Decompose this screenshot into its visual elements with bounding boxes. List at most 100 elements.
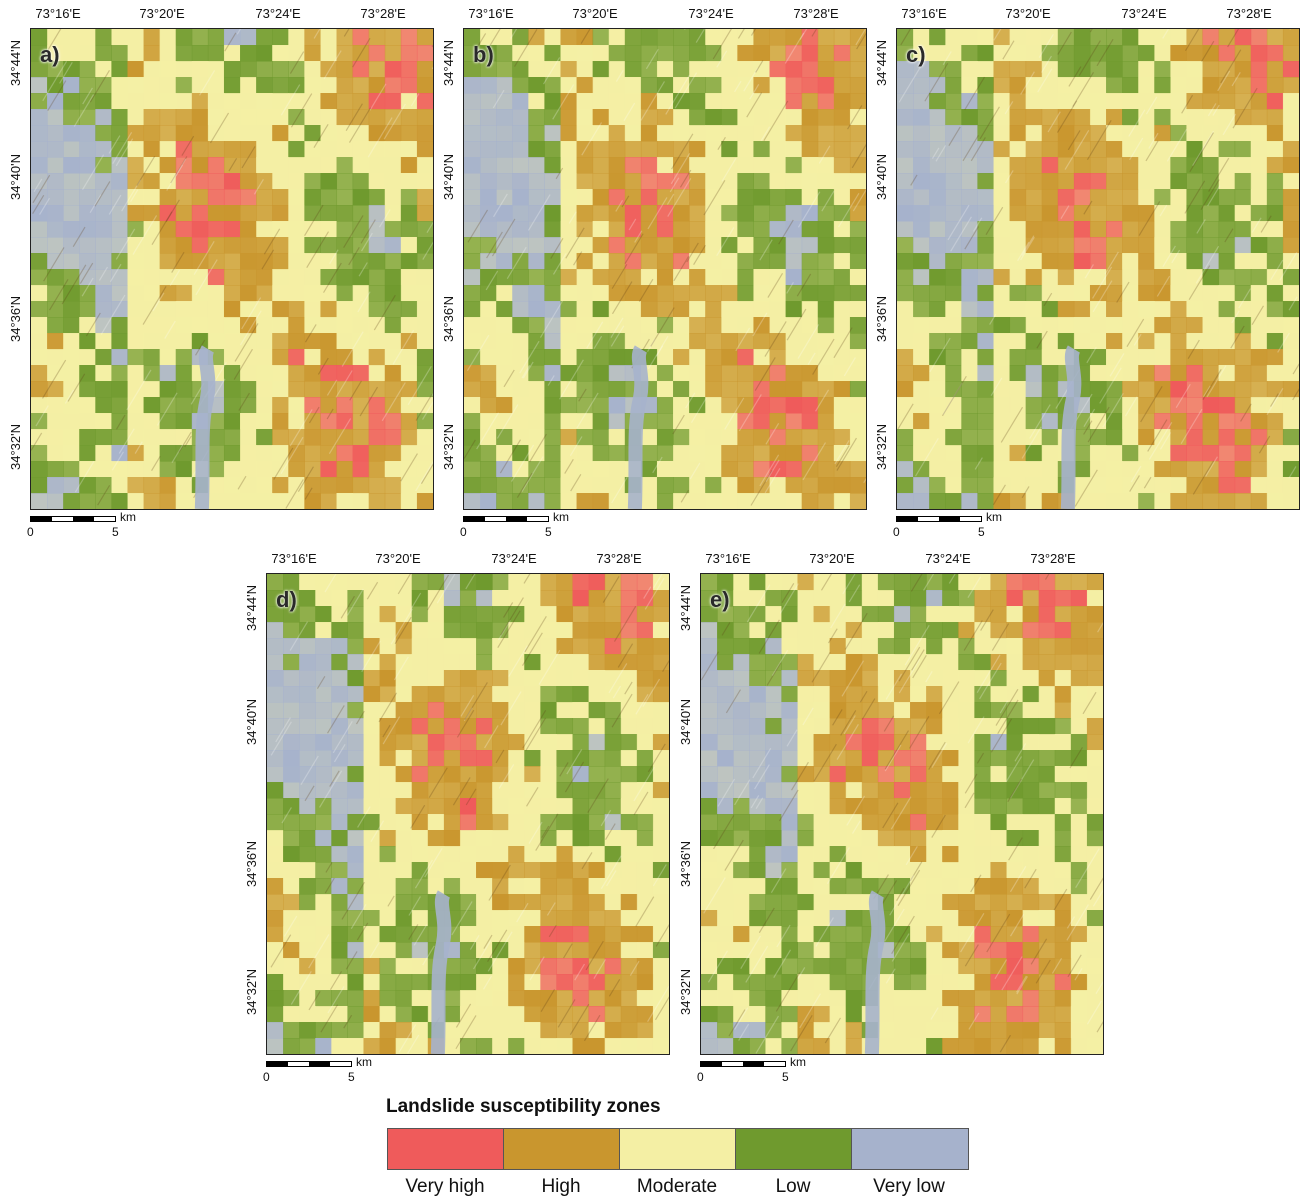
terrain-cell — [1006, 846, 1024, 863]
terrain-cell — [813, 910, 831, 927]
terrain-cell — [620, 734, 638, 751]
terrain-cell — [1022, 846, 1040, 863]
hillshade-streak — [94, 181, 111, 207]
terrain-cell — [1022, 686, 1040, 703]
terrain-cell — [411, 718, 429, 735]
hillshade-streak — [832, 709, 843, 726]
terrain-cell — [652, 1038, 669, 1054]
hillshade-streak — [778, 789, 799, 822]
hillshade-streak — [121, 179, 142, 212]
terrain-cell — [689, 397, 706, 414]
hillshade-streak — [638, 278, 654, 303]
terrain-cell — [1250, 301, 1268, 318]
terrain-cell — [721, 461, 738, 478]
terrain-cell — [368, 29, 386, 46]
terrain-cell — [315, 926, 332, 943]
hillshade-streak — [413, 924, 428, 946]
terrain-cell — [705, 45, 722, 62]
terrain-cell — [1070, 798, 1088, 815]
terrain-cell — [1022, 782, 1040, 799]
terrain-cell — [1154, 253, 1171, 270]
terrain-cell — [459, 654, 477, 671]
terrain-cell — [459, 686, 477, 703]
terrain-cell — [1038, 766, 1056, 783]
terrain-cell — [1250, 141, 1268, 158]
hillshade-streak — [836, 437, 857, 471]
terrain-cell — [861, 718, 879, 735]
terrain-cell — [111, 317, 128, 334]
terrain-cell — [1070, 974, 1088, 991]
terrain-cell — [608, 157, 626, 174]
terrain-cell — [813, 846, 831, 863]
terrain-cell — [893, 798, 911, 815]
terrain-cell — [443, 958, 461, 975]
terrain-cell — [652, 846, 669, 863]
terrain-cell — [817, 493, 835, 509]
terrain-cell — [608, 189, 626, 206]
terrain-cell — [1089, 317, 1107, 334]
terrain-cell — [508, 686, 525, 703]
terrain-cell — [877, 1038, 895, 1054]
hillshade-streak — [476, 412, 500, 450]
terrain-cell — [926, 878, 943, 895]
terrain-cell — [111, 141, 128, 158]
terrain-cell — [1218, 477, 1236, 494]
terrain-cell — [191, 237, 209, 254]
terrain-cell — [347, 942, 364, 959]
terrain-cell — [636, 750, 654, 767]
terrain-cell — [588, 606, 606, 623]
terrain-cell — [352, 93, 370, 110]
terrain-cell — [1138, 365, 1155, 382]
terrain-cell — [961, 173, 978, 190]
terrain-cell — [1234, 429, 1252, 446]
terrain-cell — [127, 445, 145, 462]
terrain-cell — [961, 61, 978, 78]
terrain-cell — [63, 173, 80, 190]
hillshade-streak — [970, 137, 986, 162]
hillshade-streak — [212, 378, 226, 400]
terrain-cell — [368, 141, 386, 158]
terrain-cell — [640, 445, 658, 462]
terrain-cell — [384, 445, 402, 462]
terrain-cell — [929, 29, 946, 46]
terrain-cell — [283, 1038, 300, 1054]
terrain-cell — [496, 237, 513, 254]
terrain-cell — [379, 926, 397, 943]
terrain-cell — [893, 910, 911, 927]
terrain-cell — [320, 461, 338, 478]
terrain-cell — [974, 734, 991, 751]
terrain-cell — [993, 173, 1011, 190]
terrain-cell — [990, 686, 1008, 703]
hillshade-streak — [647, 743, 666, 773]
terrain-cell — [111, 269, 128, 286]
terrain-cell — [443, 606, 461, 623]
terrain-cell — [411, 926, 429, 943]
terrain-cell — [1089, 93, 1107, 110]
terrain-cell — [79, 381, 96, 398]
terrain-cell — [1282, 445, 1299, 462]
terrain-cell — [592, 157, 610, 174]
terrain-cell — [1106, 157, 1123, 174]
terrain-cell — [817, 109, 835, 126]
terrain-cell — [753, 349, 771, 366]
river-valley — [1060, 345, 1082, 509]
terrain-cell — [1086, 606, 1103, 623]
terrain-cell — [379, 1006, 397, 1023]
terrain-cell — [1186, 413, 1204, 430]
terrain-cell — [320, 493, 338, 509]
terrain-cell — [1022, 1038, 1040, 1054]
terrain-cell — [781, 894, 798, 911]
terrain-cell — [797, 590, 815, 607]
terrain-cell — [608, 93, 626, 110]
terrain-cell — [910, 942, 927, 959]
terrain-cell — [1122, 45, 1139, 62]
terrain-cell — [411, 1006, 429, 1023]
hillshade-streak — [993, 29, 1002, 41]
terrain-cell — [1006, 862, 1024, 879]
terrain-cell — [175, 317, 193, 334]
terrain-cell — [416, 205, 433, 222]
terrain-cell — [111, 381, 128, 398]
terrain-cell — [749, 702, 766, 719]
terrain-cell — [652, 1022, 669, 1039]
terrain-cell — [347, 974, 364, 991]
